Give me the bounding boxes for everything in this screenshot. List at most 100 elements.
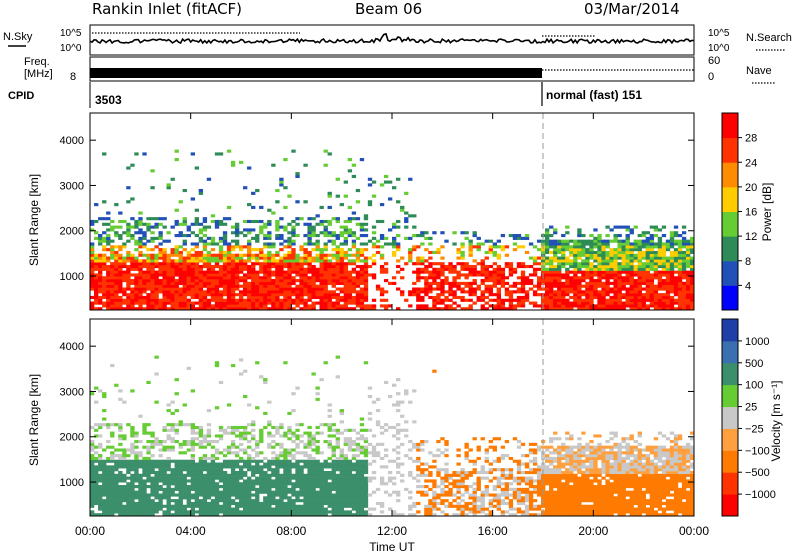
data-cell [448,284,453,288]
data-cell [182,459,187,463]
data-cell [226,276,232,280]
data-cell [464,298,469,302]
data-cell [456,273,461,277]
data-cell [331,262,336,266]
data-cell [689,284,695,288]
data-cell [238,267,244,271]
data-cell [315,431,320,435]
data-cell [448,287,453,291]
data-cell [355,250,361,255]
data-cell [146,270,151,274]
data-cell [605,264,610,269]
data-cell [307,270,312,274]
data-cell [508,267,514,271]
data-cell [226,479,232,483]
data-cell [130,298,135,302]
data-cell [681,264,687,269]
data-cell [134,273,139,277]
data-cell [689,276,695,280]
data-cell [283,431,288,435]
data-cell [315,504,320,508]
data-cell [669,295,675,300]
data-cell [247,248,252,252]
data-cell [307,307,312,311]
data-cell [275,507,280,511]
data-cell [335,465,340,469]
data-cell [335,493,340,497]
data-cell [456,287,461,291]
data-cell [238,442,244,446]
data-cell [114,504,119,508]
data-cell [331,270,336,274]
data-cell [484,270,489,274]
data-cell [234,273,240,277]
data-cell [198,479,204,483]
data-cell [359,242,365,246]
data-cell [114,501,119,506]
data-cell [130,459,135,463]
data-cell [633,242,638,246]
data-cell [545,307,550,311]
data-cell [440,301,445,305]
data-cell [222,462,228,466]
data-cell [106,239,111,243]
data-cell [573,276,578,280]
data-cell [102,394,107,399]
data-cell [186,293,191,297]
data-cell [359,281,365,285]
data-cell [202,485,208,489]
data-cell [90,462,95,466]
data-cell [283,507,288,511]
data-cell [347,513,353,517]
data-cell [267,242,272,246]
data-cell [150,307,155,311]
data-cell [138,211,143,215]
data-cell [251,420,256,424]
data-cell [303,242,308,246]
data-cell [299,217,304,221]
data-cell [142,428,147,432]
data-cell [158,284,163,288]
data-cell [335,264,340,269]
data-cell [621,250,626,255]
data-cell [166,276,171,280]
data-cell [347,295,353,300]
data-cell [263,253,268,257]
data-cell [166,462,171,466]
data-cell [186,496,191,500]
data-cell [464,290,469,294]
data-cell [158,281,163,285]
data-cell [138,462,143,466]
data-cell [102,293,107,297]
data-cell [589,248,594,252]
data-cell [118,253,123,257]
data-cell [315,242,320,246]
data-cell [536,239,542,243]
data-cell [561,273,566,277]
data-cell [432,267,437,271]
freq-label: Freq. [24,56,50,68]
data-cell [363,459,369,463]
data-cell [130,462,135,466]
data-cell [472,245,477,249]
data-cell [581,259,586,263]
data-cell [202,465,208,469]
data-cell [351,468,357,472]
data-cell [166,262,171,266]
data-cell [182,259,187,263]
data-cell [323,440,328,444]
data-cell [472,301,477,305]
data-cell [673,253,679,257]
data-cell [585,256,590,260]
data-cell [436,293,441,297]
data-cell [114,465,119,469]
data-cell [190,222,195,226]
data-cell [247,295,252,300]
data-cell [146,222,151,226]
data-cell [432,298,437,302]
data-cell [102,301,107,305]
data-cell [420,267,425,271]
data-cell [218,253,224,257]
data-cell [267,482,272,486]
data-cell [569,270,574,274]
